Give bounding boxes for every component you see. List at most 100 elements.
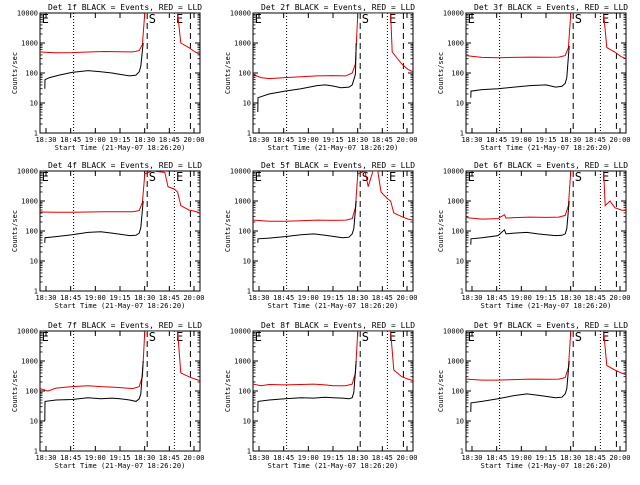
x-tick-label: 18:30 bbox=[134, 136, 155, 144]
y-tick-label: 1000 bbox=[447, 40, 464, 48]
x-tick-label: 19:00 bbox=[511, 294, 532, 302]
x-tick-label: 20:00 bbox=[609, 454, 630, 462]
y-tick-label: 100 bbox=[25, 228, 38, 236]
series-lld-line bbox=[466, 331, 626, 381]
x-tick-label: 19:15 bbox=[322, 136, 343, 144]
y-tick-label: 1 bbox=[34, 448, 38, 456]
y-tick-label: 1000 bbox=[21, 40, 38, 48]
y-tick-label: 10000 bbox=[443, 328, 464, 336]
x-tick-label: 19:00 bbox=[85, 294, 106, 302]
series-lld-line bbox=[466, 13, 626, 60]
x-tick-label: 18:45 bbox=[372, 454, 393, 462]
series-lld-line bbox=[40, 171, 200, 214]
x-tick-label: 19:15 bbox=[322, 454, 343, 462]
series-lld-line bbox=[253, 171, 413, 222]
x-tick-label: 18:30 bbox=[461, 136, 482, 144]
panel-title: Det 3f BLACK = Events, RED = LLD bbox=[474, 3, 628, 12]
x-axis-label: Start Time (21-May-07 18:26:20) bbox=[55, 144, 186, 152]
panel-title: Det 4f BLACK = Events, RED = LLD bbox=[48, 161, 202, 170]
x-tick-label: 18:45 bbox=[159, 454, 180, 462]
x-tick-label: 18:30 bbox=[134, 454, 155, 462]
y-tick-label: 1000 bbox=[234, 358, 251, 366]
x-tick-label: 19:15 bbox=[535, 454, 556, 462]
x-tick-label: 19:15 bbox=[535, 136, 556, 144]
y-tick-label: 1 bbox=[247, 130, 251, 138]
y-tick-label: 100 bbox=[238, 70, 251, 78]
plot-frame bbox=[252, 330, 414, 452]
x-tick-label: 18:45 bbox=[60, 454, 81, 462]
x-axis-label: Start Time (21-May-07 18:26:20) bbox=[481, 302, 612, 310]
marker-label: S bbox=[362, 330, 369, 344]
y-axis-label: Counts/sec bbox=[11, 52, 19, 94]
panel-title: Det 5f BLACK = Events, RED = LLD bbox=[261, 161, 415, 170]
panel-title: Det 8f BLACK = Events, RED = LLD bbox=[261, 321, 415, 330]
x-tick-label: 19:00 bbox=[85, 454, 106, 462]
series-events-line bbox=[257, 200, 357, 243]
y-tick-label: 1 bbox=[247, 288, 251, 296]
panel-title: Det 9f BLACK = Events, RED = LLD bbox=[474, 321, 628, 330]
y-axis-label: Counts/sec bbox=[224, 210, 232, 252]
y-axis-label: Counts/sec bbox=[437, 52, 445, 94]
y-tick-label: 1 bbox=[247, 448, 251, 456]
x-tick-label: 19:00 bbox=[298, 136, 319, 144]
y-tick-label: 10 bbox=[30, 100, 38, 108]
x-tick-label: 20:00 bbox=[609, 136, 630, 144]
y-tick-label: 100 bbox=[451, 388, 464, 396]
y-tick-label: 100 bbox=[451, 228, 464, 236]
x-tick-label: 18:30 bbox=[461, 454, 482, 462]
plot-frame bbox=[39, 12, 201, 134]
plot-frame bbox=[252, 12, 414, 134]
y-tick-label: 100 bbox=[25, 70, 38, 78]
y-tick-label: 100 bbox=[238, 388, 251, 396]
x-tick-label: 20:00 bbox=[609, 294, 630, 302]
panel-det-4: Det 4f BLACK = Events, RED = LLD 1 10 100 10… bbox=[11, 161, 205, 310]
y-tick-label: 1000 bbox=[447, 358, 464, 366]
x-tick-label: 19:00 bbox=[298, 454, 319, 462]
x-tick-label: 18:45 bbox=[159, 294, 180, 302]
series-lld-line bbox=[253, 13, 413, 80]
panel-title: Det 6f BLACK = Events, RED = LLD bbox=[474, 161, 628, 170]
y-tick-label: 1 bbox=[460, 448, 464, 456]
y-tick-label: 100 bbox=[451, 70, 464, 78]
x-tick-label: 19:15 bbox=[109, 136, 130, 144]
y-tick-label: 10 bbox=[243, 258, 251, 266]
panel-det-6: Det 6f BLACK = Events, RED = LLD 1 10 100 10… bbox=[437, 161, 631, 310]
marker-label: E bbox=[255, 330, 262, 344]
y-tick-label: 1000 bbox=[234, 198, 251, 206]
panel-title: Det 2f BLACK = Events, RED = LLD bbox=[261, 3, 415, 12]
y-tick-label: 1000 bbox=[21, 358, 38, 366]
x-tick-label: 18:45 bbox=[372, 294, 393, 302]
y-tick-label: 10 bbox=[456, 418, 464, 426]
y-tick-label: 10000 bbox=[443, 168, 464, 176]
y-axis-label: Counts/sec bbox=[11, 210, 19, 252]
plot-frame bbox=[39, 330, 201, 452]
x-axis-label: Start Time (21-May-07 18:26:20) bbox=[55, 302, 186, 310]
x-tick-label: 18:30 bbox=[560, 294, 581, 302]
panel-title: Det 1f BLACK = Events, RED = LLD bbox=[48, 3, 202, 12]
y-tick-label: 10000 bbox=[230, 168, 251, 176]
y-tick-label: 10 bbox=[243, 100, 251, 108]
y-tick-label: 10000 bbox=[230, 10, 251, 18]
marker-label: E bbox=[389, 12, 396, 26]
x-tick-label: 18:30 bbox=[560, 454, 581, 462]
series-lld-line bbox=[253, 331, 413, 387]
y-tick-label: 10 bbox=[456, 100, 464, 108]
marker-label: S bbox=[575, 12, 582, 26]
panel-det-5: Det 5f BLACK = Events, RED = LLD 1 10 100 10… bbox=[224, 161, 418, 310]
series-events-line bbox=[470, 200, 570, 245]
y-tick-label: 1000 bbox=[21, 198, 38, 206]
marker-label: E bbox=[389, 330, 396, 344]
marker-label: E bbox=[468, 12, 475, 26]
x-tick-label: 18:45 bbox=[585, 294, 606, 302]
x-tick-label: 18:45 bbox=[486, 294, 507, 302]
x-tick-label: 18:45 bbox=[486, 136, 507, 144]
x-tick-label: 18:30 bbox=[35, 136, 56, 144]
marker-label: E bbox=[468, 330, 475, 344]
y-tick-label: 10000 bbox=[230, 328, 251, 336]
marker-label: E bbox=[602, 330, 609, 344]
series-events-line bbox=[470, 360, 570, 413]
x-tick-label: 19:00 bbox=[511, 136, 532, 144]
x-tick-label: 18:30 bbox=[35, 454, 56, 462]
series-events-line bbox=[470, 45, 570, 98]
x-tick-label: 18:30 bbox=[248, 294, 269, 302]
